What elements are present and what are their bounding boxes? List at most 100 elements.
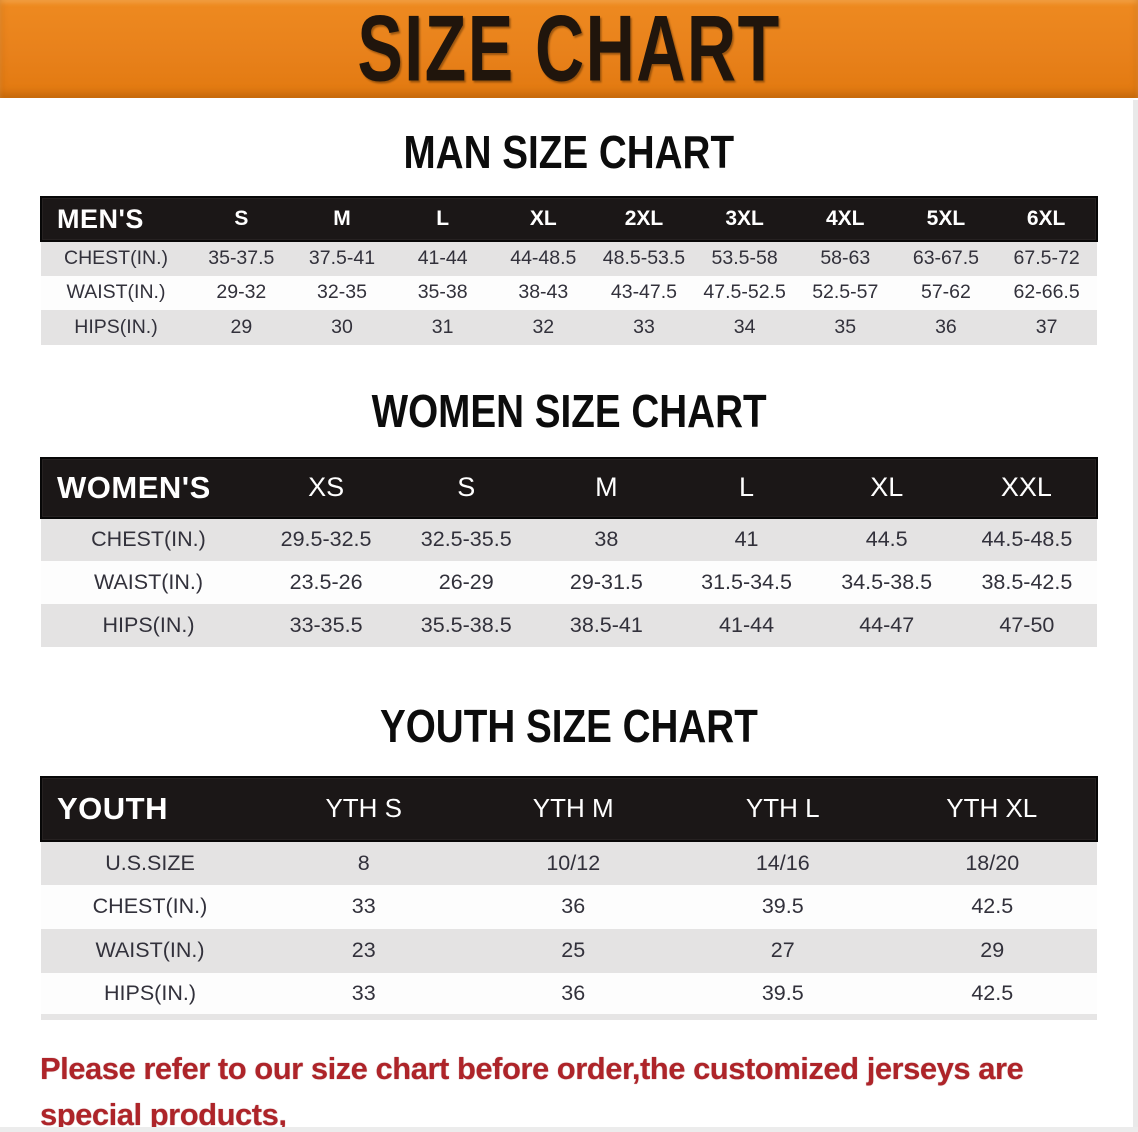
table-row: CHEST(IN.) 33 36 39.5 42.5 xyxy=(41,884,1097,929)
size-value-cell: 41-44 xyxy=(417,247,468,270)
size-value-cell: 44-48.5 xyxy=(510,247,577,270)
size-value-cell: 29 xyxy=(980,938,1005,962)
table-row: WAIST(IN.) 23 25 27 29 xyxy=(41,928,1097,973)
men-section-title-text: MAN SIZE CHART xyxy=(403,126,735,178)
size-value-cell: 33 xyxy=(633,315,655,338)
size-value-cell: 26-29 xyxy=(438,569,494,594)
size-value-cell: 42.5 xyxy=(971,980,1014,1005)
size-value-cell: 29-31.5 xyxy=(569,569,643,594)
table-corner-label: WOMEN'S xyxy=(57,469,211,505)
size-value-cell: 23.5-26 xyxy=(289,569,363,594)
size-value-cell: 38-43 xyxy=(518,281,569,304)
women-section-title: WOMEN SIZE CHART xyxy=(0,387,1138,435)
size-value-cell: 62-66.5 xyxy=(1013,281,1080,304)
size-value-cell: 37 xyxy=(1035,315,1058,338)
women-size-table: WOMEN'S XS S M L XL XXL CHEST(IN.) 29.5-32.5 32.5… xyxy=(40,457,1098,647)
section-women: WOMEN SIZE CHART WOMEN'S XS S M L XL XXL CHEST(… xyxy=(0,387,1138,647)
size-value-cell: 63-67.5 xyxy=(912,247,979,270)
size-value-cell: 32 xyxy=(532,315,555,338)
column-header: XL xyxy=(870,472,904,502)
column-header: 2XL xyxy=(624,207,664,230)
size-value-cell: 47.5-52.5 xyxy=(703,281,786,304)
size-value-cell: 30 xyxy=(331,315,353,338)
table-header-row: YOUTH YTH S YTH M YTH L YTH XL xyxy=(41,776,1097,841)
size-value-cell: 18/20 xyxy=(965,850,1020,875)
size-value-cell: 35.5-38.5 xyxy=(420,612,512,637)
disclaimer: Please refer to our size chart before or… xyxy=(40,1046,1118,1132)
column-header: S xyxy=(234,207,249,230)
table-row: WAIST(IN.) 23.5-26 26-29 29-31.5 31.5-34.5 34… xyxy=(41,560,1097,604)
table-row: WAIST(IN.) 29-32 32-35 35-38 38-43 43-47.5 47.… xyxy=(41,275,1097,310)
size-value-cell: 8 xyxy=(357,850,370,875)
column-header: S xyxy=(457,472,476,502)
size-value-cell: 39.5 xyxy=(761,980,804,1005)
size-value-cell: 27 xyxy=(770,938,795,962)
size-value-cell: 31.5-34.5 xyxy=(701,569,792,594)
page-edge-right xyxy=(1133,100,1138,1132)
size-value-cell: 36 xyxy=(561,894,586,918)
size-value-cell: 29 xyxy=(230,315,253,338)
column-header: 6XL xyxy=(1026,207,1066,230)
table-row: HIPS(IN.) 33 36 39.5 42.5 xyxy=(41,972,1097,1017)
disclaimer-line-1: Please refer to our size chart before or… xyxy=(40,1050,1024,1132)
size-value-cell: 23 xyxy=(351,938,376,962)
size-value-cell: 35 xyxy=(834,315,857,338)
men-section-title: MAN SIZE CHART xyxy=(0,128,1138,176)
size-value-cell: 38.5-41 xyxy=(569,612,643,637)
size-value-cell: 57-62 xyxy=(920,281,971,304)
row-label: WAIST(IN.) xyxy=(66,281,166,304)
size-value-cell: 37.5-41 xyxy=(308,247,376,270)
section-youth: YOUTH SIZE CHART YOUTH YTH S YTH M YTH L YTH… xyxy=(0,702,1138,1020)
size-value-cell: 53.5-58 xyxy=(711,247,778,270)
youth-section-title-text: YOUTH SIZE CHART xyxy=(380,699,758,752)
column-header: YTH S xyxy=(325,793,403,823)
row-label: CHEST(IN.) xyxy=(91,527,206,551)
table-row: CHEST(IN.) 29.5-32.5 32.5-35.5 38 41 44.5 44.5… xyxy=(41,517,1097,561)
size-value-cell: 38.5-42.5 xyxy=(981,569,1073,594)
row-label: HIPS(IN.) xyxy=(102,612,195,637)
column-header: XS xyxy=(308,472,345,502)
column-header: 4XL xyxy=(826,207,865,230)
size-value-cell: 33 xyxy=(351,894,376,918)
size-value-cell: 44.5 xyxy=(865,527,908,551)
size-value-cell: 43-47.5 xyxy=(610,281,678,304)
youth-size-table: YOUTH YTH S YTH M YTH L YTH XL U.S.SIZE 8 10/12… xyxy=(40,776,1098,1020)
size-value-cell: 35-38 xyxy=(417,281,468,304)
column-header: L xyxy=(739,472,755,502)
size-value-cell: 35-37.5 xyxy=(208,247,275,270)
size-value-cell: 48.5-53.5 xyxy=(602,247,686,270)
size-value-cell: 58-63 xyxy=(820,247,871,270)
section-men: MAN SIZE CHART MEN'S S M L XL 2XL 3XL 4XL 5XL 6XL… xyxy=(0,128,1138,345)
size-value-cell: 44-47 xyxy=(859,612,915,637)
size-value-cell: 39.5 xyxy=(761,894,804,918)
row-label: U.S.SIZE xyxy=(105,850,195,875)
size-value-cell: 33 xyxy=(351,980,376,1005)
size-value-cell: 25 xyxy=(561,938,586,962)
row-label: HIPS(IN.) xyxy=(74,315,158,338)
size-value-cell: 36 xyxy=(561,980,586,1005)
men-size-table: MEN'S S M L XL 2XL 3XL 4XL 5XL 6XL CHEST(IN.) 35-37… xyxy=(40,196,1098,345)
size-value-cell: 36 xyxy=(935,315,957,338)
size-value-cell: 29.5-32.5 xyxy=(280,527,372,551)
column-header: XL xyxy=(529,207,557,230)
row-label: WAIST(IN.) xyxy=(93,569,204,594)
size-value-cell: 10/12 xyxy=(546,850,601,875)
column-header: M xyxy=(595,472,618,502)
size-value-cell: 44.5-48.5 xyxy=(981,527,1073,551)
table-header-row: MEN'S S M L XL 2XL 3XL 4XL 5XL 6XL xyxy=(41,197,1097,241)
youth-section-title: YOUTH SIZE CHART xyxy=(0,702,1138,750)
size-value-cell: 34 xyxy=(733,315,756,338)
table-row: HIPS(IN.) 29 30 31 32 33 34 35 36 37 xyxy=(41,310,1097,345)
column-header: 5XL xyxy=(926,207,966,230)
size-value-cell: 47-50 xyxy=(999,612,1055,637)
row-label: WAIST(IN.) xyxy=(95,938,205,962)
size-value-cell: 38 xyxy=(594,527,619,551)
size-value-cell: 32-35 xyxy=(317,281,367,304)
size-value-cell: 52.5-57 xyxy=(812,281,879,304)
table-row: U.S.SIZE 8 10/12 14/16 18/20 xyxy=(41,840,1097,885)
size-value-cell: 42.5 xyxy=(971,894,1014,918)
table-row: HIPS(IN.) 33-35.5 35.5-38.5 38.5-41 41-44 44-… xyxy=(41,603,1097,647)
row-label: HIPS(IN.) xyxy=(104,980,196,1005)
column-header: M xyxy=(333,207,351,230)
